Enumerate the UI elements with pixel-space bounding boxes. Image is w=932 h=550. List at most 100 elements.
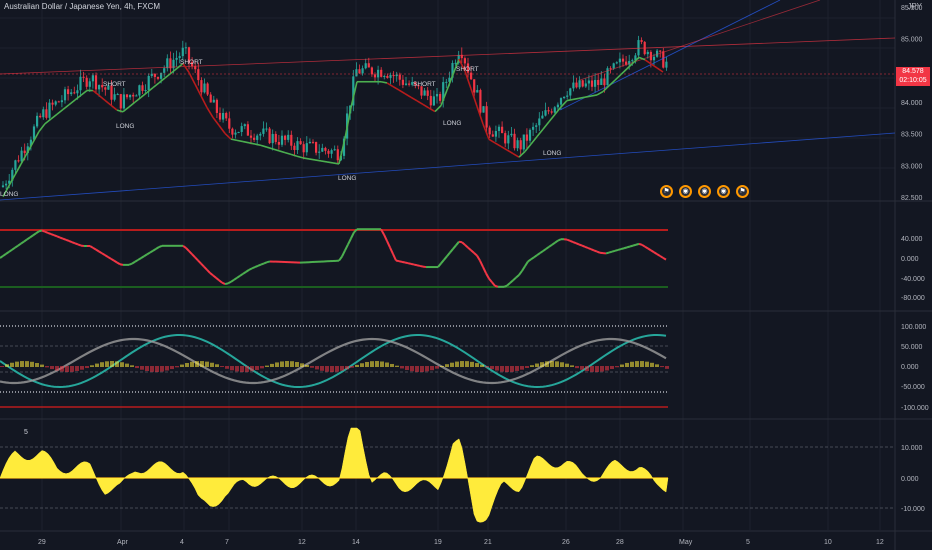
signal-label: LONG: [543, 150, 561, 157]
candle-body: [206, 83, 209, 95]
osc1-segment: [596, 250, 601, 254]
osc2-histogram-bar: [645, 361, 649, 367]
osc1-segment: [188, 250, 193, 255]
osc2-histogram-bar: [105, 361, 109, 367]
alert-icons[interactable]: ⚑ ◉ ◉ ◉ ⚑: [660, 185, 749, 198]
osc1-segment: [215, 277, 220, 282]
osc1-segment: [119, 263, 124, 266]
last-price-tag: 84.578 02:10:05: [896, 67, 930, 86]
osc1-segment: [641, 243, 646, 248]
osc1-segment: [644, 245, 649, 250]
candle-body: [169, 58, 172, 69]
osc2-tick-label: -100.000: [901, 405, 929, 412]
osc2-histogram-bar: [330, 366, 334, 372]
osc2-histogram-bar: [195, 361, 199, 367]
osc1-segment: [95, 248, 100, 253]
osc2-histogram-bar: [630, 361, 634, 367]
trailing-stop-segment: [194, 83, 202, 97]
alert-icon[interactable]: ◉: [717, 185, 730, 198]
osc1-segment: [575, 242, 580, 246]
osc2-tick-label: 100.000: [901, 324, 926, 331]
candle-body: [442, 82, 445, 101]
osc1-segment: [203, 265, 208, 271]
trailing-stop-segment: [506, 149, 514, 155]
osc1-segment: [398, 260, 403, 263]
candle-body: [150, 73, 153, 76]
candle-body: [525, 134, 528, 141]
trailing-stop-segment: [440, 89, 448, 106]
osc2-histogram-bar: [245, 366, 249, 372]
osc2-smooth-line: [0, 337, 667, 385]
trailing-stop-segment: [134, 96, 142, 103]
osc1-segment: [593, 249, 598, 253]
signal-label: LONG: [338, 175, 356, 182]
candle-body: [153, 73, 156, 77]
candle-body: [575, 82, 578, 88]
trailing-stop-segment: [236, 139, 244, 143]
candle-body: [581, 80, 584, 87]
trailing-stop-segment: [230, 138, 238, 142]
candle-body: [612, 63, 615, 69]
osc1-segment: [116, 261, 121, 266]
trailing-stop-segment: [320, 160, 328, 163]
candle-body: [42, 109, 45, 118]
trailing-stop-segment: [116, 109, 124, 113]
osc2-histogram-bar: [375, 361, 379, 367]
osc2-histogram-bar: [350, 366, 354, 368]
candle-body: [82, 76, 85, 78]
candle-body: [432, 96, 435, 106]
osc2-histogram-bar: [385, 362, 389, 367]
osc1-segment: [236, 275, 241, 279]
osc1-segment: [140, 255, 145, 259]
alert-icon[interactable]: ⚑: [660, 185, 673, 198]
candle-body: [327, 150, 330, 154]
candle-body: [330, 150, 333, 154]
osc1-segment: [29, 234, 34, 239]
osc1-segment: [413, 263, 418, 267]
osc1-segment: [647, 247, 652, 252]
alert-icon[interactable]: ⚑: [736, 185, 749, 198]
trailing-stop-segment: [464, 70, 472, 90]
trailing-stop-segment: [560, 99, 568, 108]
osc2-histogram-bar: [35, 363, 39, 367]
osc1-segment: [194, 256, 199, 262]
osc2-histogram-bar: [335, 366, 339, 372]
candle-body: [603, 78, 606, 86]
trailing-stop-segment: [398, 89, 406, 95]
alert-icon[interactable]: ◉: [679, 185, 692, 198]
alert-icon[interactable]: ◉: [698, 185, 711, 198]
osc2-histogram-bar: [315, 366, 319, 370]
trailing-stop-segment: [338, 138, 346, 165]
osc2-histogram-bar: [370, 361, 374, 367]
trailing-stop-segment: [428, 107, 436, 113]
price-tick-label: 82.500: [901, 195, 923, 202]
osc1-segment: [77, 243, 82, 247]
oscillator-3: 5: [0, 427, 895, 523]
trailing-stop-segment: [380, 80, 388, 84]
candle-body: [386, 75, 389, 78]
trailing-stop-segment: [452, 58, 460, 75]
candle-body: [231, 128, 234, 135]
osc1-segment: [449, 248, 454, 254]
trailing-stop-segment: [572, 97, 580, 101]
osc1-segment: [239, 273, 244, 277]
candle-body: [305, 143, 308, 153]
osc1-segment: [518, 270, 523, 276]
candle-body: [597, 79, 600, 85]
candle-body: [88, 81, 91, 87]
osc2-histogram-bar: [295, 362, 299, 367]
candle-body: [358, 69, 361, 74]
trailing-stop-segment: [62, 104, 70, 111]
candle-body: [321, 147, 324, 152]
candle-body: [212, 99, 215, 103]
trailing-stop-segment: [188, 72, 196, 85]
osc1-segment: [536, 252, 541, 257]
osc1-segment: [131, 260, 136, 265]
candle-body: [166, 58, 169, 69]
osc1-segment: [182, 244, 187, 249]
osc2-histogram-bar: [85, 366, 89, 369]
candle-body: [262, 128, 265, 134]
trailing-stop-segment: [218, 124, 226, 134]
candle-body: [426, 90, 429, 96]
candle-body: [91, 75, 94, 82]
